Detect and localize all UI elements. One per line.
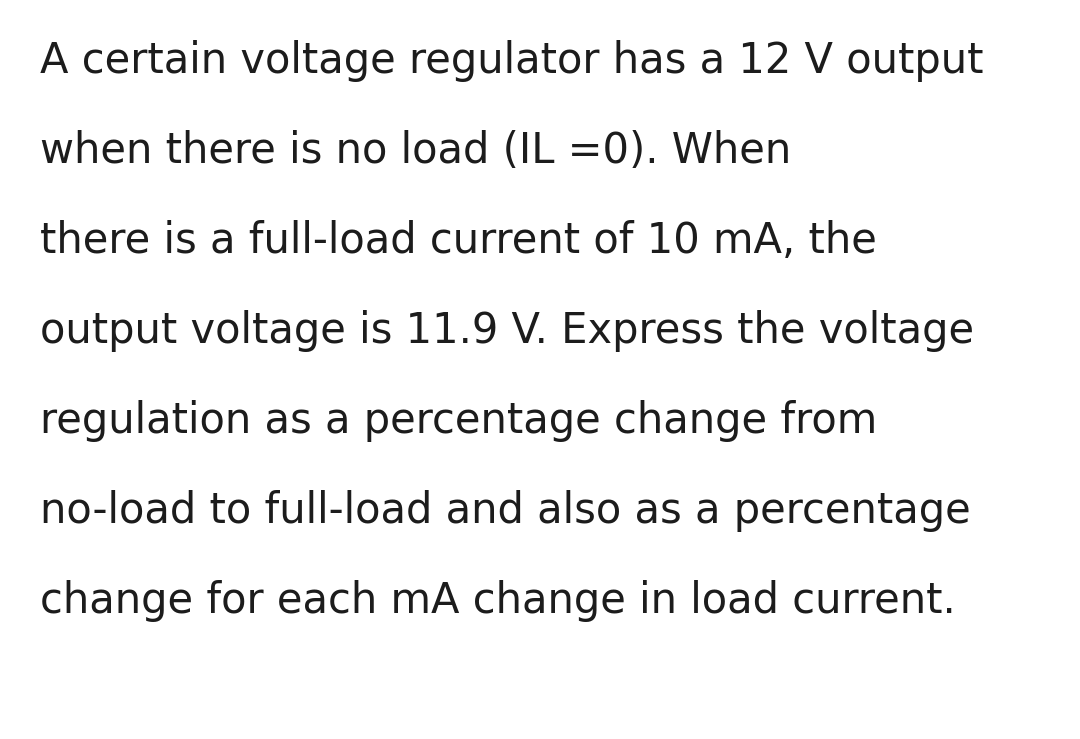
Text: regulation as a percentage change from: regulation as a percentage change from [40,400,877,442]
Text: no-load to full-load and also as a percentage: no-load to full-load and also as a perce… [40,490,971,532]
Text: there is a full-load current of 10 mA, the: there is a full-load current of 10 mA, t… [40,220,877,262]
Text: change for each mA change in load current.: change for each mA change in load curren… [40,580,956,622]
Text: A certain voltage regulator has a 12 V output: A certain voltage regulator has a 12 V o… [40,40,984,82]
Text: output voltage is 11.9 V. Express the voltage: output voltage is 11.9 V. Express the vo… [40,310,974,352]
Text: when there is no load (IL =0). When: when there is no load (IL =0). When [40,130,792,172]
